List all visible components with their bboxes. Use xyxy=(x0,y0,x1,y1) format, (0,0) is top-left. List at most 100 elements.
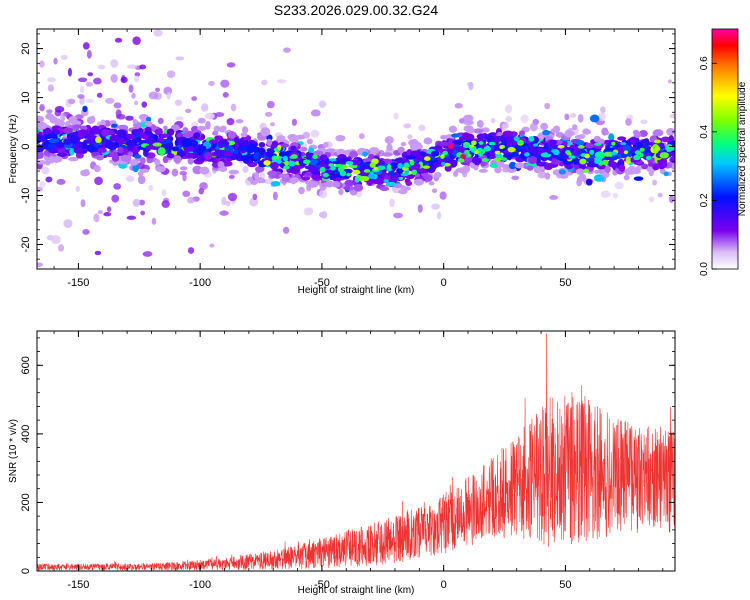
heatmap-cell xyxy=(255,165,265,173)
heatmap-cell xyxy=(383,179,389,183)
heatmap-cell xyxy=(501,123,507,132)
heatmap-cell xyxy=(97,209,103,215)
heatmap-cell xyxy=(42,17,50,22)
heatmap-cell xyxy=(630,137,637,146)
heatmap-cell xyxy=(457,157,465,163)
heatmap-cell xyxy=(589,114,600,123)
heatmap-cell xyxy=(505,115,512,122)
heatmap-cell xyxy=(384,136,394,145)
heatmap-cell xyxy=(362,151,368,157)
heatmap-cell xyxy=(459,136,466,141)
heatmap-cell xyxy=(67,98,76,105)
heatmap-cell xyxy=(636,141,644,149)
heatmap-cell xyxy=(594,142,602,146)
heatmap-cell xyxy=(544,102,551,110)
heatmap-cell xyxy=(648,168,654,177)
heatmap-cell xyxy=(433,172,442,178)
heatmap-cell xyxy=(390,175,397,182)
heatmap-cell xyxy=(312,154,318,160)
heatmap-cell xyxy=(258,142,266,148)
colorbar-tick-label: 0.6 xyxy=(699,56,710,70)
heatmap-cell xyxy=(37,151,44,159)
heatmap-cell xyxy=(308,164,316,172)
snr-x-tick-label: -50 xyxy=(314,579,330,591)
heatmap-cell xyxy=(542,129,551,136)
heatmap-cell xyxy=(328,158,337,162)
heatmap-cell xyxy=(504,104,513,114)
heatmap-cell xyxy=(249,197,259,207)
heatmap-cell xyxy=(91,125,99,133)
heatmap-cell xyxy=(85,81,93,87)
heatmap-cell xyxy=(604,151,612,157)
heatmap-cell xyxy=(570,112,577,118)
heatmap-cell xyxy=(310,129,320,138)
heatmap-cell xyxy=(52,321,58,329)
heatmap-cell xyxy=(197,117,206,124)
heatmap-cell xyxy=(67,67,72,77)
heatmap-cell xyxy=(93,213,100,223)
heatmap-cell xyxy=(110,74,118,83)
heatmap-cell xyxy=(306,138,313,145)
heatmap-cell xyxy=(643,138,650,144)
heatmap-cell xyxy=(431,150,440,157)
heatmap-cell xyxy=(87,288,92,295)
heatmap-cell xyxy=(132,198,141,207)
heatmap-cell xyxy=(106,206,112,212)
heatmap-cell xyxy=(80,199,86,208)
heatmap-cell xyxy=(37,134,42,141)
heatmap-cell xyxy=(598,112,606,122)
spectrogram-x-tick-label: -150 xyxy=(67,277,89,289)
heatmap-cell xyxy=(513,136,520,142)
heatmap-cell xyxy=(239,141,251,147)
heatmap-cell xyxy=(349,150,359,158)
heatmap-cell xyxy=(53,155,63,163)
heatmap-cell xyxy=(549,194,559,200)
heatmap-cell xyxy=(37,121,48,130)
heatmap-cell xyxy=(338,188,344,196)
heatmap-cell xyxy=(93,77,102,85)
heatmap-cell xyxy=(82,142,88,149)
heatmap-cell xyxy=(443,162,451,167)
heatmap-cell xyxy=(111,123,118,128)
heatmap-cell xyxy=(386,143,393,152)
heatmap-cell xyxy=(87,72,93,77)
heatmap-cell xyxy=(134,154,142,159)
heatmap-cell xyxy=(543,163,553,171)
heatmap-cell xyxy=(272,191,278,201)
heatmap-cell xyxy=(409,143,418,151)
heatmap-cell xyxy=(110,59,119,68)
heatmap-cell xyxy=(126,175,135,182)
heatmap-cell xyxy=(97,147,107,153)
heatmap-cell xyxy=(203,151,213,160)
heatmap-cell xyxy=(451,133,460,138)
heatmap-cell xyxy=(117,124,129,130)
heatmap-cell xyxy=(75,114,84,120)
heatmap-cell xyxy=(577,149,587,155)
heatmap-cell xyxy=(589,149,595,155)
heatmap-cell xyxy=(187,247,195,254)
heatmap-cell xyxy=(641,163,649,170)
heatmap-cell xyxy=(354,177,360,183)
heatmap-cell xyxy=(483,146,492,152)
heatmap-cell xyxy=(228,174,235,180)
heatmap-cell xyxy=(389,162,399,170)
heatmap-cell xyxy=(252,193,258,201)
heatmap-cell xyxy=(361,176,370,182)
heatmap-cell xyxy=(37,262,43,267)
heatmap-cell xyxy=(397,162,403,169)
heatmap-cell xyxy=(254,151,260,160)
heatmap-cell xyxy=(669,113,675,119)
heatmap-cell xyxy=(164,143,173,149)
heatmap-cell xyxy=(368,153,375,159)
heatmap-cell xyxy=(471,140,477,146)
heatmap-cell xyxy=(191,96,198,101)
heatmap-cell xyxy=(666,127,675,136)
heatmap-cell xyxy=(533,147,545,155)
heatmap-cell xyxy=(157,137,164,143)
heatmap-cell xyxy=(586,161,596,168)
heatmap-cell xyxy=(668,135,675,143)
heatmap-cell xyxy=(187,156,194,165)
heatmap-cell xyxy=(214,149,225,157)
snr-y-tick-label: 600 xyxy=(20,356,32,374)
